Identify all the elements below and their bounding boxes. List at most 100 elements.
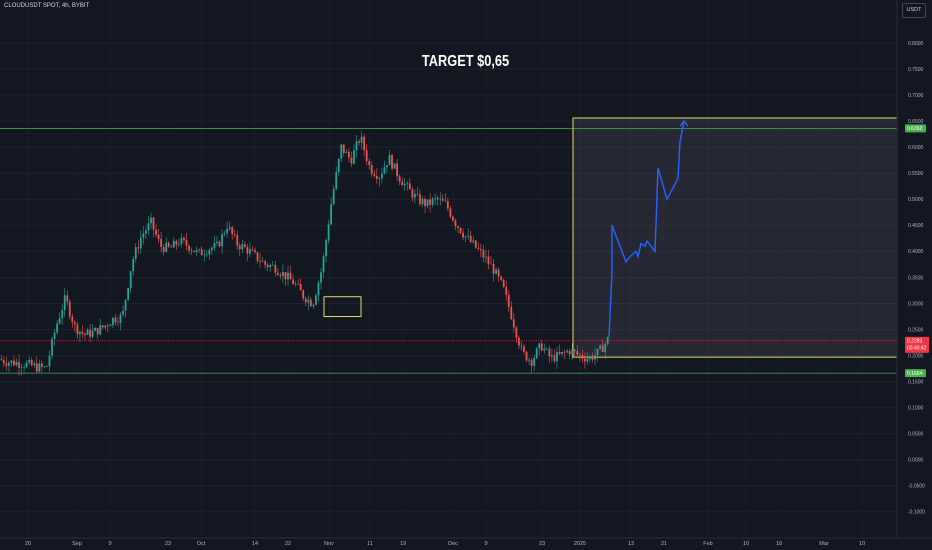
candle-body xyxy=(327,224,330,241)
candle-body xyxy=(446,201,449,209)
candle-body xyxy=(226,228,228,234)
candle-body xyxy=(551,355,553,357)
y-tick-label: 0.2000 xyxy=(908,353,924,359)
level-tag xyxy=(905,369,926,378)
candle-body xyxy=(5,363,8,366)
candle-body xyxy=(117,322,119,324)
candle-body xyxy=(375,175,378,179)
x-tick-label: Oct xyxy=(197,541,206,547)
candle-body xyxy=(558,351,561,354)
candle-body xyxy=(221,234,223,247)
candle-body xyxy=(561,351,563,354)
level-tag-label: 0.1664 xyxy=(907,371,923,377)
candle-body xyxy=(502,279,505,287)
candle-body xyxy=(518,337,520,346)
projection-path[interactable] xyxy=(608,121,685,338)
candle-body xyxy=(459,227,462,234)
candle-body xyxy=(439,198,442,200)
candle-body xyxy=(104,325,107,328)
grid xyxy=(0,42,897,513)
candle-body xyxy=(525,351,528,361)
target-box[interactable] xyxy=(572,117,898,358)
candle-body xyxy=(155,229,157,235)
candle-body xyxy=(403,183,406,186)
candle-body xyxy=(134,247,137,259)
x-tick-label: 23 xyxy=(539,541,545,547)
candle-body xyxy=(20,367,23,369)
candle-body xyxy=(228,227,231,229)
candle-body xyxy=(370,165,373,174)
candle-body xyxy=(43,366,46,368)
candle-body xyxy=(469,235,472,243)
y-tick-label: 0.4500 xyxy=(908,223,924,229)
candle-body xyxy=(413,193,416,198)
x-tick-label: 20 xyxy=(25,541,31,547)
candle-body xyxy=(251,249,254,251)
x-tick-label: Dec xyxy=(448,541,458,547)
candle-body xyxy=(581,355,584,359)
candle-body xyxy=(89,329,91,337)
candle-body xyxy=(193,250,196,253)
x-tick-label: Mar xyxy=(819,541,829,547)
candlestick-series xyxy=(0,131,609,376)
candle-body xyxy=(401,181,404,186)
x-tick-label: 14 xyxy=(252,541,258,547)
candle-body xyxy=(474,240,477,248)
level-tag xyxy=(905,124,926,133)
candle-body xyxy=(586,358,589,362)
candle-body xyxy=(99,325,102,335)
y-tick-label: 0.8000 xyxy=(908,41,924,47)
candle-body xyxy=(266,264,269,268)
candle-body xyxy=(606,337,609,344)
candle-body xyxy=(408,183,411,190)
currency-button[interactable]: USDT xyxy=(902,3,926,18)
candle-body xyxy=(167,242,170,247)
time-axis: 20 Sep 9 23 Oct 14 22 Nov 11 19 Dec 9 23 2025 13 21 Feb 1… xyxy=(25,541,865,547)
candle-body xyxy=(129,271,132,289)
candle-body xyxy=(556,351,558,362)
y-tick-label: 0.3500 xyxy=(908,275,924,281)
x-tick-label: Nov xyxy=(324,541,334,547)
candle-body xyxy=(81,331,84,334)
current-price-label: 0.2283 xyxy=(907,339,923,345)
candle-body xyxy=(353,150,355,164)
x-tick-label: 18 xyxy=(776,541,782,547)
symbol-info: CLOUDUSDT SPOT, 4h, BYBIT xyxy=(4,3,90,9)
candle-body xyxy=(210,247,213,251)
candle-body xyxy=(218,241,221,247)
candle-body xyxy=(231,227,234,235)
candle-body xyxy=(279,274,282,277)
candle-body xyxy=(190,250,193,252)
candle-body xyxy=(63,295,66,311)
candle-body xyxy=(594,355,596,360)
candle-body xyxy=(530,359,533,366)
candle-body xyxy=(66,295,69,302)
candle-body xyxy=(325,240,327,257)
candle-body xyxy=(434,197,437,199)
current-price-tag xyxy=(905,336,929,353)
highlight-box[interactable] xyxy=(323,296,362,318)
candle-body xyxy=(596,348,599,356)
candle-body xyxy=(188,245,190,251)
candle-body xyxy=(540,343,543,351)
candle-body xyxy=(86,329,89,335)
candle-body xyxy=(33,363,36,366)
candle-body xyxy=(548,348,551,357)
candle-body xyxy=(205,254,208,255)
candle-body xyxy=(198,249,201,251)
x-tick-label: 21 xyxy=(661,541,667,547)
y-tick-label: 0.2500 xyxy=(908,327,924,333)
y-tick-label: 0.5000 xyxy=(908,197,924,203)
candle-body xyxy=(139,237,142,249)
candle-body xyxy=(160,238,163,247)
candle-body xyxy=(152,217,155,230)
candle-body xyxy=(264,261,267,265)
price-axis: 0.8000 0.7500 0.7000 0.6500 0.6000 0.5500 0.50… xyxy=(908,41,925,516)
candle-body xyxy=(472,240,475,243)
candle-body xyxy=(452,216,454,221)
candle-body xyxy=(411,189,414,198)
candle-body xyxy=(449,208,452,217)
candle-body xyxy=(124,299,127,311)
candle-body xyxy=(114,317,117,323)
